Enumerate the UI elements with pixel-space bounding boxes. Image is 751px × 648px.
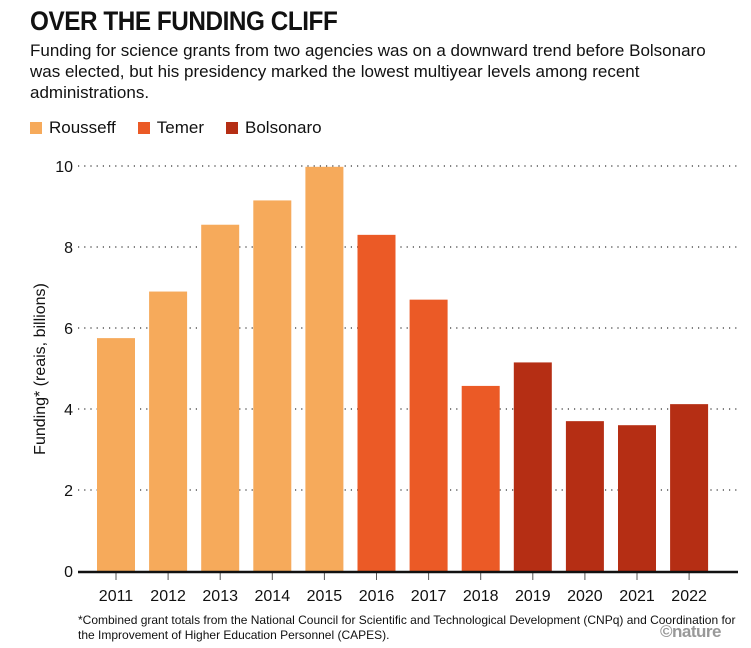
bar-2017 <box>409 299 448 571</box>
bar-2012 <box>149 291 188 571</box>
bar-2018 <box>461 385 500 571</box>
bar-2020 <box>565 421 604 571</box>
x-tick-label: 2012 <box>150 588 186 605</box>
y-tick-label: 8 <box>64 240 73 257</box>
chart-subtitle: Funding for science grants from two agen… <box>30 41 706 102</box>
legend-label: Temer <box>156 118 205 137</box>
bar-2022 <box>670 404 709 571</box>
x-tick-label: 2018 <box>463 588 499 605</box>
bar-2019 <box>513 362 552 571</box>
legend-swatch <box>30 122 42 134</box>
y-tick-label: 10 <box>55 159 73 176</box>
bar-2013 <box>201 224 240 571</box>
legend-item-rousseff: Rousseff <box>30 118 116 138</box>
x-tick-label: 2022 <box>671 588 707 605</box>
bar-2011 <box>97 338 135 571</box>
legend-label: Rousseff <box>49 118 116 137</box>
bar-2021 <box>618 425 656 571</box>
legend-swatch <box>226 122 239 134</box>
legend-label: Bolsonaro <box>245 118 322 137</box>
bar-2016 <box>357 234 396 571</box>
x-tick-label: 2016 <box>359 588 395 605</box>
legend-item-bolsonaro: Bolsonaro <box>226 118 322 138</box>
bar-2014 <box>253 200 292 572</box>
x-tick-label: 2015 <box>307 588 343 605</box>
x-tick-label: 2020 <box>567 588 603 605</box>
x-tick-label: 2021 <box>619 588 655 605</box>
x-tick-label: 2017 <box>411 588 447 605</box>
nature-logo: ©nature <box>660 622 721 641</box>
x-tick-label: 2011 <box>99 588 134 605</box>
footnote: *Combined grant totals from the National… <box>78 613 736 642</box>
y-tick-label: 6 <box>64 321 73 338</box>
y-tick-label: 4 <box>64 402 73 419</box>
legend-swatch <box>137 122 150 134</box>
y-tick-label: 0 <box>64 564 73 581</box>
legend-item-temer: Temer <box>137 118 205 138</box>
x-tick-label: 2019 <box>515 588 551 605</box>
legend: Rousseff Temer Bolsonaro <box>30 118 322 138</box>
y-axis-label: Funding* (reais, billions) <box>32 283 49 455</box>
y-tick-label: 2 <box>64 483 73 500</box>
bar-2015 <box>305 166 344 571</box>
x-tick-label: 2014 <box>255 588 291 605</box>
chart-title: OVER THE FUNDING CLIFF <box>30 6 338 36</box>
x-tick-label: 2013 <box>202 588 238 605</box>
